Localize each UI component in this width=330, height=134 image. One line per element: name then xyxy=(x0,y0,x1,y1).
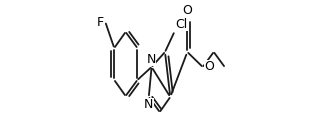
Text: O: O xyxy=(204,60,214,74)
Text: N: N xyxy=(144,98,153,111)
Text: Cl: Cl xyxy=(176,18,188,31)
Text: O: O xyxy=(182,4,192,17)
Text: F: F xyxy=(97,16,104,29)
Text: N: N xyxy=(147,53,156,66)
